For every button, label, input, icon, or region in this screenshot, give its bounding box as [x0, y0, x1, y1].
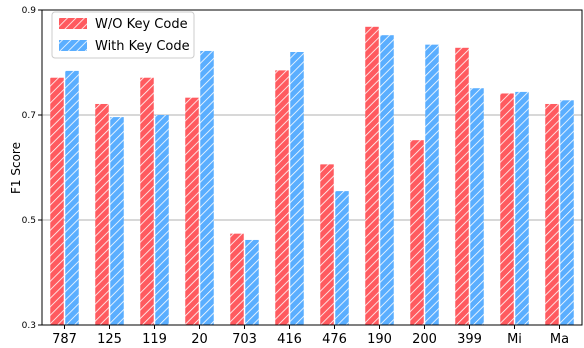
- bar-with-key-code-190: [380, 35, 394, 325]
- y-tick-label: 0.5: [22, 216, 36, 226]
- x-tick-label-190: 190: [367, 332, 392, 347]
- axes: [38, 9, 583, 329]
- legend-label-wo-key-code: W/O Key Code: [95, 17, 188, 32]
- bar-with-key-code-416: [290, 52, 304, 325]
- x-tick-label-mi: Mi: [507, 332, 522, 347]
- x-tick-label-476: 476: [322, 332, 347, 347]
- bar-wo-key-code-476: [320, 164, 334, 325]
- y-axis-label: F1 Score: [9, 142, 23, 194]
- x-tick-label-787: 787: [52, 332, 77, 347]
- x-tick-label-20: 20: [191, 332, 208, 347]
- bar-with-key-code-787: [65, 70, 79, 326]
- bar-wo-key-code-125: [95, 103, 109, 325]
- legend-label-with-key-code: With Key Code: [95, 39, 190, 54]
- bar-with-key-code-399: [470, 88, 484, 325]
- bar-with-key-code-125: [110, 117, 124, 325]
- y-tick-label: 0.7: [22, 111, 36, 121]
- legend-frame: [51, 11, 195, 59]
- bar-with-key-code-476: [335, 191, 349, 325]
- bar-with-key-code-mi: [515, 91, 529, 326]
- bar-with-key-code-200: [425, 44, 439, 326]
- x-tick-labels: 787 125 119 20 703 416 476 190 200 399 Mi Ma: [52, 332, 569, 347]
- bars: [50, 26, 574, 326]
- x-tick-label-125: 125: [97, 332, 122, 347]
- bar-wo-key-code-399: [455, 47, 469, 326]
- x-tick-label-ma: Ma: [550, 332, 569, 347]
- bar-wo-key-code-703: [230, 233, 244, 325]
- legend-swatch-wo-key-code: [59, 18, 87, 29]
- bar-wo-key-code-20: [185, 97, 199, 325]
- x-tick-label-703: 703: [232, 332, 257, 347]
- y-tick-labels: 0.3 0.5 0.7 0.9: [22, 6, 37, 331]
- x-tick-label-416: 416: [277, 332, 302, 347]
- bar-with-key-code-119: [155, 115, 169, 325]
- bar-wo-key-code-416: [275, 70, 289, 325]
- bar-wo-key-code-119: [140, 77, 154, 325]
- x-tick-label-119: 119: [142, 332, 167, 347]
- legend: W/O Key Code With Key Code: [51, 11, 195, 59]
- bar-with-key-code-20: [200, 50, 214, 325]
- y-tick-label: 0.9: [22, 6, 37, 16]
- x-tick-label-399: 399: [457, 332, 482, 347]
- bar-wo-key-code-787: [50, 77, 64, 325]
- y-tick-label: 0.3: [22, 321, 36, 331]
- legend-swatch-with-key-code: [59, 40, 87, 51]
- plot-frame: [41, 9, 583, 326]
- bar-with-key-code-703: [245, 239, 259, 325]
- bar-wo-key-code-mi: [500, 93, 514, 325]
- bar-wo-key-code-200: [410, 140, 424, 325]
- bar-with-key-code-ma: [560, 100, 574, 325]
- bar-wo-key-code-190: [365, 26, 379, 326]
- grid-lines: [42, 114, 582, 221]
- bar-wo-key-code-ma: [545, 103, 559, 325]
- x-tick-label-200: 200: [412, 332, 437, 347]
